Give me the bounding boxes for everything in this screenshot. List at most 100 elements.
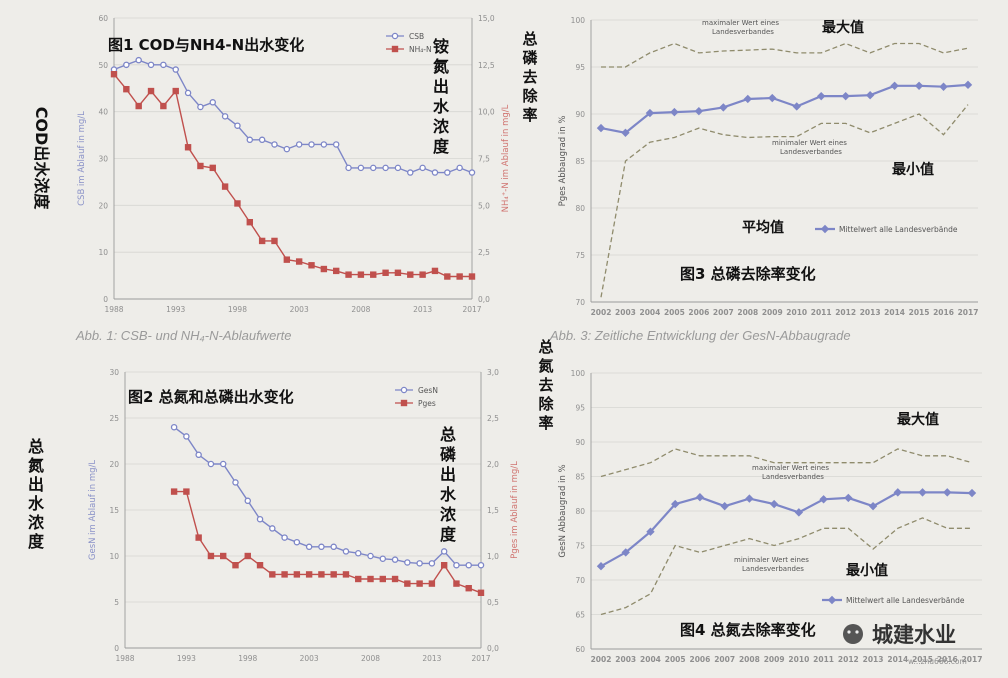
data-point: [135, 102, 142, 110]
min-label: 最小值: [846, 562, 888, 579]
y2-tick-label: 12,5: [478, 61, 495, 70]
annotation-char: 水: [28, 494, 45, 513]
x-tick-label: 2016: [933, 308, 954, 317]
data-point: [394, 269, 402, 276]
data-point: [440, 562, 448, 569]
y-tick-label: 70: [575, 576, 585, 585]
data-point: [370, 271, 377, 278]
annotation-char: 出: [28, 475, 44, 494]
series-max: [600, 448, 973, 478]
max-note: Landesverbandes: [712, 28, 774, 36]
data-point: [670, 107, 679, 117]
chart-title: 图2 总氮和总磷出水变化: [128, 388, 294, 406]
left-annotation: COD出水浓度: [32, 107, 51, 211]
chart-title: 图1 COD与NH4-N出水变化: [108, 36, 304, 54]
data-point: [219, 460, 227, 468]
data-point: [357, 271, 365, 278]
data-point: [792, 102, 801, 111]
data-point: [197, 162, 204, 170]
data-point: [308, 262, 315, 269]
x-tick-label: 2005: [665, 655, 686, 664]
data-point: [283, 145, 291, 153]
data-point: [794, 508, 804, 517]
series-gesn: [170, 423, 485, 569]
data-point: [207, 460, 215, 468]
y-tick-label: 15: [109, 506, 119, 515]
data-point: [719, 103, 728, 112]
max-label: 最大值: [822, 19, 864, 36]
min-note: Landesverbandes: [742, 565, 804, 573]
y2-tick-label: 0,0: [478, 295, 490, 304]
data-point: [967, 488, 977, 498]
data-point: [295, 258, 303, 265]
y-tick-label: 75: [575, 251, 585, 260]
y-tick-label: 100: [571, 16, 586, 25]
x-tick-label: 2008: [737, 308, 758, 317]
data-point: [646, 527, 655, 536]
min-note: minimaler Wert eines: [772, 139, 847, 147]
y-tick-label: 5: [114, 598, 119, 607]
x-tick-label: 2011: [813, 655, 834, 664]
y-tick-label: 95: [575, 63, 585, 72]
x-tick-label: 2015: [909, 308, 930, 317]
min-note: Landesverbandes: [780, 148, 842, 156]
chart-title: 图4 总氮去除率变化: [680, 621, 816, 639]
data-point: [596, 123, 606, 133]
data-point: [431, 267, 439, 275]
y-axis-title: CSB im Ablauf in mg/L: [77, 111, 87, 206]
data-point: [844, 493, 853, 503]
series-min: [600, 104, 969, 298]
y-tick-label: 90: [575, 438, 585, 447]
data-point: [221, 113, 229, 120]
y-tick-label: 40: [98, 108, 108, 117]
data-point: [308, 141, 315, 148]
data-point: [695, 493, 705, 502]
x-tick-label: 2010: [786, 308, 807, 317]
x-tick-label: 2017: [962, 655, 983, 664]
max-note: Landesverbandes: [762, 473, 824, 481]
y-tick-label: 80: [575, 204, 585, 213]
x-tick-label: 2016: [937, 655, 958, 664]
watermark: 城建水业 w...zhu666.com: [843, 623, 967, 666]
data-point: [332, 141, 340, 148]
data-point: [172, 66, 179, 73]
data-point: [379, 555, 387, 563]
data-point: [720, 501, 729, 511]
series-line: [600, 491, 973, 568]
data-point: [456, 164, 463, 172]
avg-label: 平均值: [742, 219, 784, 236]
annotation-char: 度: [28, 532, 45, 551]
data-point: [123, 61, 130, 69]
x-tick-label: 2015: [912, 655, 933, 664]
data-point: [645, 108, 655, 118]
x-tick-label: 2014: [887, 655, 908, 664]
series-line: [600, 83, 969, 134]
y2-tick-label: 5,0: [478, 201, 490, 210]
legend-label: CSB: [409, 32, 424, 41]
y-tick-label: 75: [575, 542, 585, 551]
x-tick-label: 2008: [361, 654, 380, 663]
data-point: [444, 169, 451, 176]
data-point: [382, 164, 389, 172]
series-mittelwert-alle-landesverb-nde: [596, 80, 973, 137]
data-point: [468, 273, 476, 280]
data-point: [379, 575, 386, 583]
y2-tick-label: 3,0: [487, 368, 499, 377]
data-point: [440, 548, 448, 555]
data-point: [293, 571, 301, 578]
data-point: [135, 56, 142, 64]
data-point: [170, 423, 178, 431]
data-point: [183, 488, 190, 495]
x-tick-label: 2007: [713, 308, 734, 317]
data-point: [367, 575, 374, 583]
y2-tick-label: 2,0: [487, 460, 499, 469]
series-line-min: [600, 104, 969, 298]
legend-label: Pges: [418, 399, 436, 408]
x-tick-label: 2017: [471, 654, 490, 663]
x-tick-label: 2005: [664, 308, 685, 317]
series-csb: [110, 56, 476, 176]
annotation-char: 氮: [433, 57, 449, 76]
x-tick-label: 2009: [762, 308, 783, 317]
data-point: [330, 571, 337, 578]
